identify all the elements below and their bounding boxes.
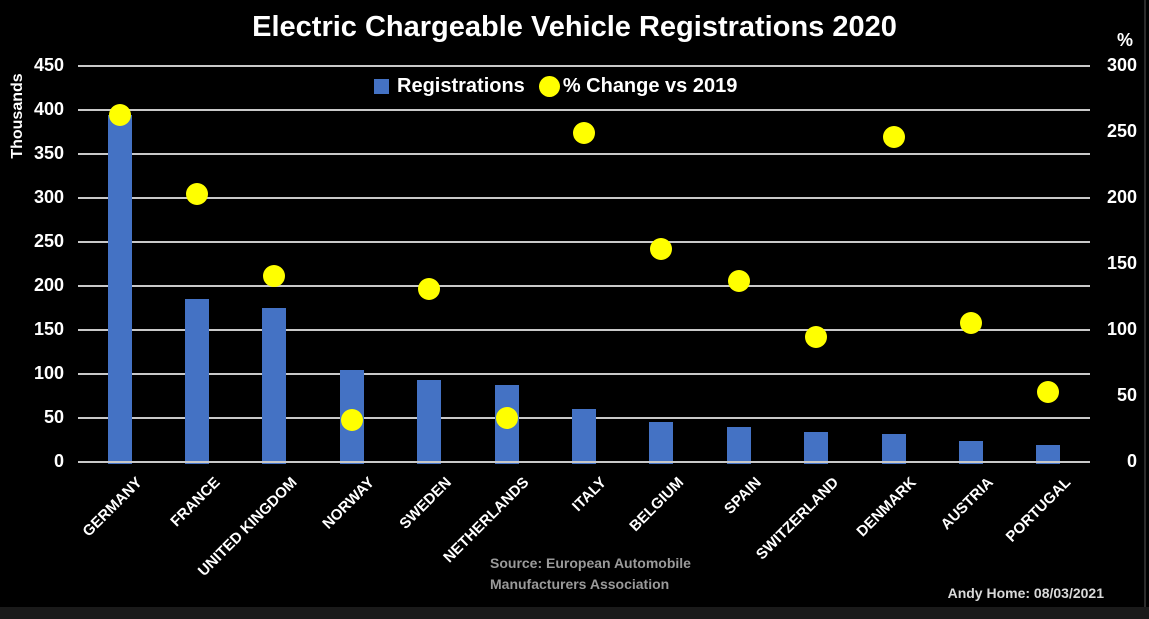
left-axis-tick-100: 100 bbox=[33, 363, 64, 383]
registrations-legend-label: Registrations bbox=[397, 74, 525, 97]
marker-italy bbox=[573, 122, 595, 145]
marker-sweden bbox=[418, 278, 441, 301]
right-axis-tick-50: 50 bbox=[1116, 385, 1137, 405]
source-line-1: Source: European Automobile bbox=[490, 555, 691, 571]
left-axis-tick-350: 350 bbox=[33, 143, 64, 163]
gridline-250 bbox=[78, 241, 1090, 243]
gridline-100 bbox=[78, 373, 1090, 375]
bar-italy bbox=[572, 409, 596, 464]
pct-change-series-swatch bbox=[538, 75, 560, 97]
marker-denmark bbox=[882, 126, 905, 149]
category-label-denmark: DENMARK bbox=[853, 474, 920, 541]
category-label-austria: AUSTRIA bbox=[937, 474, 997, 534]
bar-austria bbox=[958, 440, 983, 464]
category-label-sweden: SWEDEN bbox=[396, 474, 456, 533]
marker-portugal bbox=[1037, 381, 1060, 404]
left-axis-tick-0: 0 bbox=[53, 451, 64, 471]
source-note: Source: European Automobile Manufacturer… bbox=[490, 553, 691, 595]
marker-norway bbox=[340, 408, 363, 431]
left-axis-tick-50: 50 bbox=[43, 407, 64, 427]
marker-germany bbox=[108, 103, 131, 126]
gridline-450 bbox=[78, 65, 1090, 67]
bar-germany bbox=[107, 115, 132, 464]
chart-title: Electric Chargeable Vehicle Registration… bbox=[252, 11, 897, 43]
category-label-belgium: BELGIUM bbox=[626, 474, 688, 535]
category-label-switzerland: SWITZERLAND bbox=[752, 474, 843, 564]
legend: Registrations % Change vs 2019 bbox=[374, 73, 737, 99]
right-axis-tick-250: 250 bbox=[1106, 121, 1137, 141]
bar-sweden bbox=[417, 380, 442, 464]
left-axis-tick-300: 300 bbox=[33, 187, 64, 207]
window-bottom-edge bbox=[0, 607, 1149, 619]
left-axis-tick-400: 400 bbox=[33, 99, 64, 119]
right-axis-tick-200: 200 bbox=[1106, 187, 1137, 207]
bar-portugal bbox=[1036, 445, 1061, 464]
gridline-150 bbox=[78, 329, 1090, 331]
marker-austria bbox=[959, 312, 982, 335]
marker-spain bbox=[727, 270, 750, 293]
left-axis-tick-150: 150 bbox=[33, 319, 64, 339]
window-right-edge bbox=[1144, 0, 1146, 607]
pct-change-legend-label: % Change vs 2019 bbox=[562, 74, 738, 97]
gridline-400 bbox=[78, 109, 1090, 111]
registrations-series-swatch bbox=[374, 78, 389, 94]
right-axis-tick-0: 0 bbox=[1126, 451, 1137, 471]
left-axis-tick-250: 250 bbox=[33, 231, 64, 251]
gridline-0 bbox=[78, 461, 1090, 463]
bar-france bbox=[185, 299, 210, 464]
bar-spain bbox=[726, 426, 751, 464]
category-label-germany: GERMANY bbox=[79, 474, 146, 541]
category-label-spain: SPAIN bbox=[721, 474, 765, 518]
right-axis-tick-100: 100 bbox=[1106, 319, 1137, 339]
bar-belgium bbox=[649, 422, 674, 464]
credit-note: Andy Home: 08/03/2021 bbox=[947, 585, 1104, 601]
gridline-350 bbox=[78, 153, 1090, 155]
left-axis-tick-450: 450 bbox=[33, 55, 64, 75]
category-label-italy: ITALY bbox=[569, 474, 611, 515]
gridline-300 bbox=[78, 197, 1090, 199]
category-label-norway: NORWAY bbox=[319, 474, 378, 533]
marker-belgium bbox=[650, 238, 673, 261]
right-axis-tick-300: 300 bbox=[1106, 55, 1137, 75]
marker-netherlands bbox=[495, 407, 518, 430]
gridline-200 bbox=[78, 285, 1090, 287]
marker-united-kingdom bbox=[263, 264, 286, 287]
marker-france bbox=[186, 183, 209, 206]
marker-switzerland bbox=[805, 325, 828, 348]
right-axis-title: % bbox=[1116, 30, 1133, 50]
left-axis-tick-200: 200 bbox=[33, 275, 64, 295]
bar-switzerland bbox=[804, 432, 829, 464]
bar-denmark bbox=[881, 433, 906, 464]
category-label-france: FRANCE bbox=[166, 474, 224, 531]
category-label-portugal: PORTUGAL bbox=[1002, 474, 1075, 546]
source-line-2: Manufacturers Association bbox=[490, 576, 670, 592]
bar-united-kingdom bbox=[262, 308, 287, 464]
right-axis-tick-150: 150 bbox=[1106, 253, 1137, 273]
